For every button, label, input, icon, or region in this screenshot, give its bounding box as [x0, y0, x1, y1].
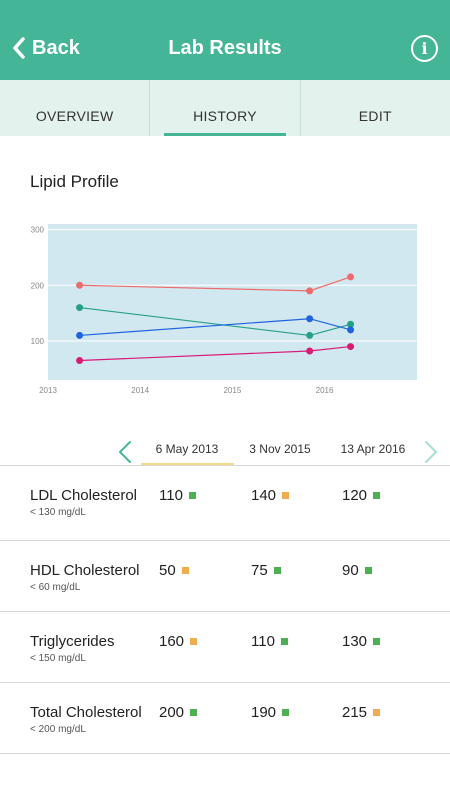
data-point — [306, 287, 314, 295]
result-row-triglycerides[interactable]: Triglycerides < 150 mg/dL 160 110 130 — [0, 612, 450, 683]
tab-bar: OVERVIEW HISTORY EDIT — [0, 80, 450, 136]
y-tick-label: 300 — [31, 226, 45, 235]
status-indicator — [181, 567, 189, 574]
lipid-chart: 100 200 300 2013 2014 2015 2016 — [31, 224, 417, 395]
chevron-right-icon[interactable] — [423, 440, 439, 464]
data-point — [347, 326, 355, 334]
x-tick-label: 2013 — [39, 386, 57, 395]
value-text: 130 — [342, 633, 368, 650]
status-indicator — [373, 638, 381, 645]
value-text: 215 — [342, 704, 368, 721]
test-name: HDL Cholesterol — [30, 562, 140, 579]
value-text: 160 — [159, 633, 185, 650]
result-value: 110 — [251, 633, 288, 650]
result-value: 110 — [159, 487, 196, 504]
result-value: 130 — [342, 633, 381, 650]
reference-range: < 150 mg/dL — [30, 653, 86, 664]
status-indicator — [364, 567, 372, 574]
result-value: 160 — [159, 633, 198, 650]
test-name: Triglycerides — [30, 633, 115, 650]
plot-area — [48, 224, 417, 380]
x-tick-label: 2015 — [223, 386, 241, 395]
data-point — [76, 331, 84, 339]
status-indicator — [188, 492, 196, 499]
result-value: 215 — [342, 704, 381, 721]
status-indicator — [190, 638, 198, 645]
status-indicator — [373, 709, 381, 716]
status-indicator — [190, 709, 198, 716]
value-text: 50 — [159, 562, 176, 579]
result-value: 190 — [251, 704, 290, 721]
status-indicator — [273, 567, 281, 574]
data-point — [347, 320, 355, 328]
divider — [0, 682, 450, 683]
value-text: 90 — [342, 562, 359, 579]
status-indicator — [282, 709, 290, 716]
data-point — [306, 347, 314, 355]
data-point — [76, 304, 84, 312]
y-tick-label: 200 — [31, 281, 45, 290]
status-indicator — [373, 492, 381, 499]
reference-range: < 200 mg/dL — [30, 724, 86, 735]
tab-history[interactable]: HISTORY — [149, 80, 299, 136]
divider — [0, 611, 450, 612]
chevron-left-icon — [13, 37, 25, 59]
value-text: 110 — [159, 487, 183, 504]
divider — [0, 540, 450, 541]
test-name: LDL Cholesterol — [30, 487, 137, 504]
back-button[interactable]: Back — [12, 36, 80, 60]
tab-overview[interactable]: OVERVIEW — [35, 108, 114, 124]
date-column-1[interactable]: 3 Nov 2015 — [249, 442, 311, 456]
result-value: 75 — [251, 562, 281, 579]
data-point — [306, 315, 314, 323]
reference-range: < 60 mg/dL — [30, 582, 81, 593]
x-tick-label: 2016 — [316, 386, 334, 395]
value-text: 110 — [251, 633, 275, 650]
info-icon[interactable]: i — [411, 35, 438, 62]
value-text: 75 — [251, 562, 268, 579]
data-point — [76, 281, 84, 289]
result-value: 200 — [159, 704, 198, 721]
reference-range: < 130 mg/dL — [30, 507, 86, 518]
result-value: 120 — [342, 487, 381, 504]
result-value: 90 — [342, 562, 372, 579]
value-text: 190 — [251, 704, 277, 721]
result-value: 50 — [159, 562, 189, 579]
divider — [0, 465, 450, 466]
divider — [0, 753, 450, 754]
chevron-left-icon[interactable] — [117, 440, 133, 464]
result-row-ldl[interactable]: LDL Cholesterol < 130 mg/dL 110 140 120 — [0, 466, 450, 537]
section-title: Lipid Profile — [30, 172, 119, 191]
tab-edit[interactable]: EDIT — [299, 80, 450, 136]
date-column-2[interactable]: 13 Apr 2016 — [340, 442, 406, 456]
data-point — [347, 343, 355, 351]
data-point — [306, 331, 314, 339]
y-tick-label: 100 — [31, 337, 45, 346]
data-point — [76, 357, 84, 364]
date-column-0[interactable]: 6 May 2013 — [155, 442, 219, 456]
result-value: 140 — [251, 487, 290, 504]
status-indicator — [282, 492, 290, 499]
status-indicator — [280, 638, 288, 645]
x-tick-label: 2014 — [131, 386, 149, 395]
value-text: 140 — [251, 487, 277, 504]
test-name: Total Cholesterol — [30, 704, 142, 721]
app-header: Back Lab Results i — [0, 0, 450, 80]
result-row-hdl[interactable]: HDL Cholesterol < 60 mg/dL 50 75 90 — [0, 541, 450, 612]
data-point — [347, 273, 355, 281]
value-text: 120 — [342, 487, 368, 504]
value-text: 200 — [159, 704, 185, 721]
date-navigator: 6 May 2013 3 Nov 2015 13 Apr 2016 — [0, 432, 450, 466]
back-label: Back — [32, 36, 80, 59]
result-row-total-cholesterol[interactable]: Total Cholesterol < 200 mg/dL 200 190 21… — [0, 683, 450, 754]
selected-date-indicator — [141, 463, 234, 466]
